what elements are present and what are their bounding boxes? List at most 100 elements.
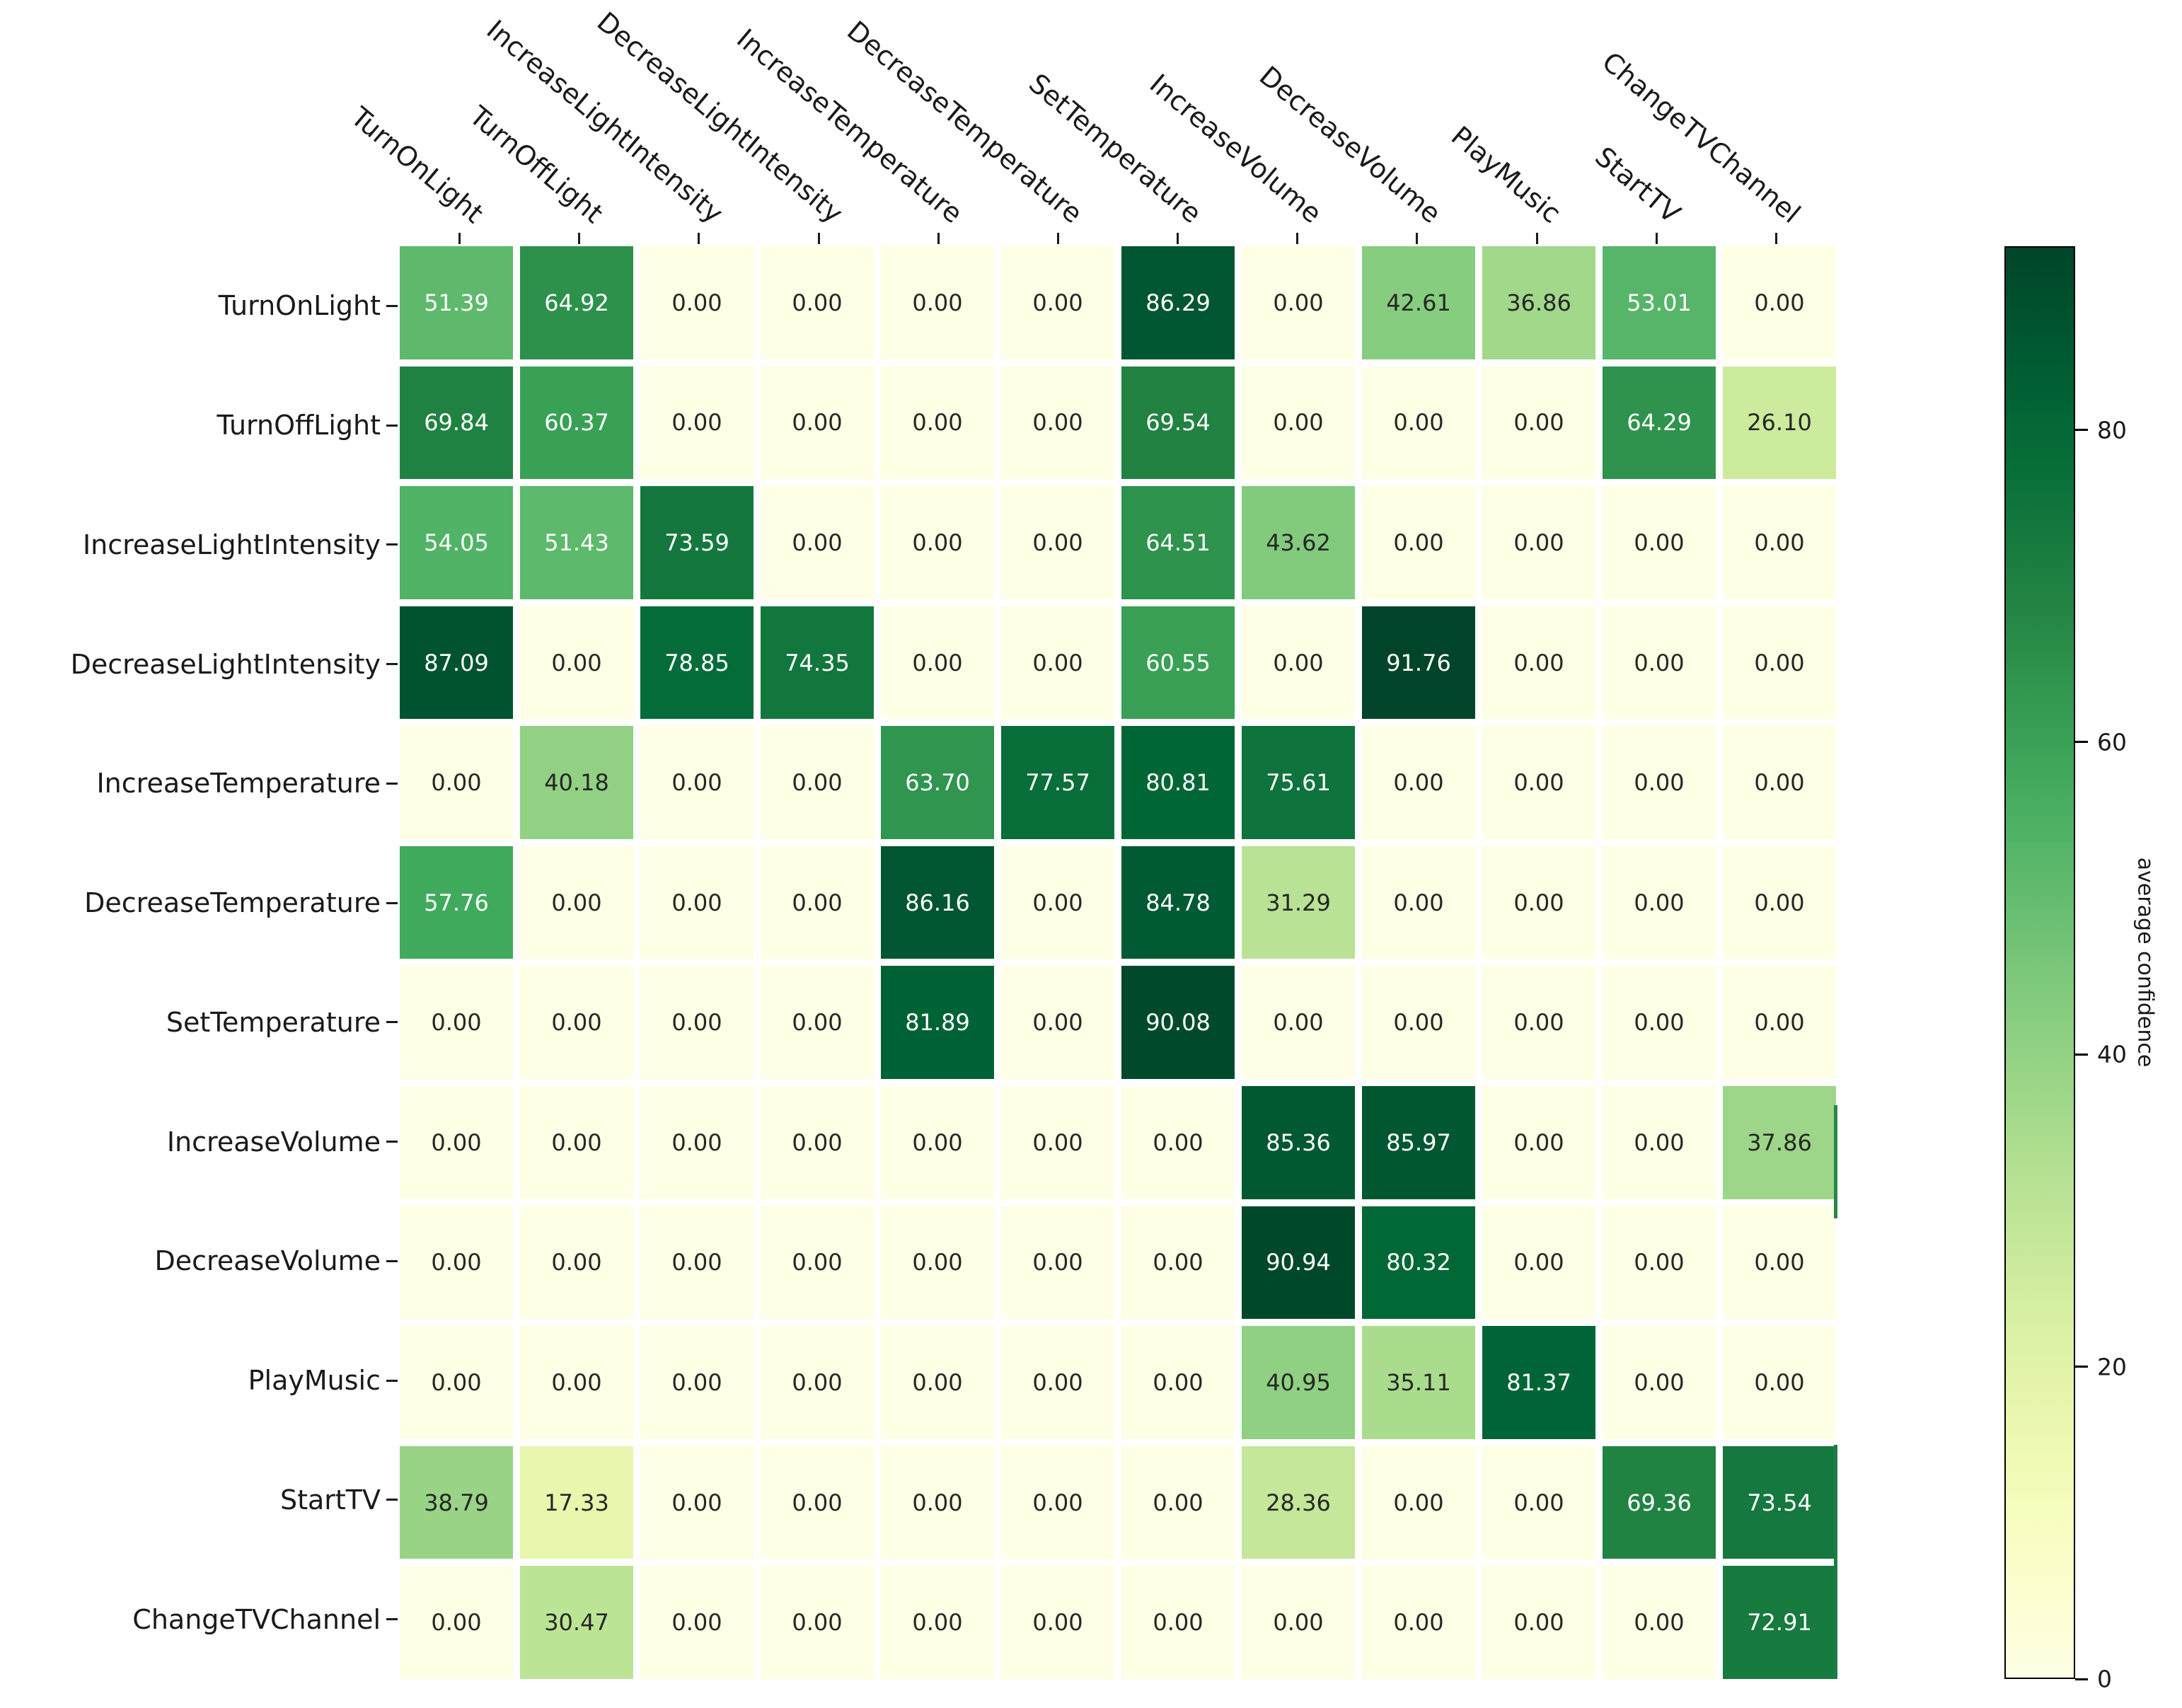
heatmap-cell: 91.76 [1362, 606, 1475, 720]
heatmap-cell: 0.00 [520, 1206, 633, 1320]
heatmap-cell: 0.00 [1242, 1566, 1355, 1679]
heatmap-cell: 81.89 [881, 966, 994, 1080]
colorbar-tick [2075, 1678, 2088, 1680]
y-axis-tick [386, 304, 398, 307]
heatmap-cell: 0.00 [1362, 486, 1475, 599]
heatmap-cell: 36.86 [1482, 246, 1595, 359]
heatmap-cell: 0.00 [881, 1566, 994, 1679]
y-axis-tick [386, 663, 398, 666]
heatmap-cell: 0.00 [1482, 606, 1595, 720]
x-axis-label: StartTV [1589, 140, 1687, 229]
heatmap-cell: 0.00 [761, 1206, 874, 1320]
y-axis-tick [386, 901, 398, 904]
x-axis-tick [1655, 233, 1658, 244]
colorbar-tick-label: 60 [2097, 728, 2127, 756]
y-axis-label: ChangeTVChannel [132, 1603, 381, 1635]
heatmap-cell: 77.57 [1001, 726, 1114, 839]
y-axis-tick [386, 543, 398, 546]
heatmap-cell: 0.00 [1723, 1206, 1836, 1320]
y-axis-label: DecreaseLightIntensity [70, 648, 381, 680]
heatmap-cell: 0.00 [761, 1566, 874, 1679]
y-axis-label: DecreaseTemperature [84, 887, 381, 919]
y-axis-tick [386, 782, 398, 785]
y-axis-label: SetTemperature [166, 1006, 381, 1038]
heatmap-cell: 85.97 [1362, 1086, 1475, 1199]
x-axis-tick [698, 233, 700, 244]
x-axis-tick [937, 233, 940, 244]
heatmap-grid: 51.39 64.92 0.00 0.00 0.00 0.00 86.29 0.00 42.61… [400, 246, 1836, 1679]
colorbar-tick-label: 0 [2097, 1665, 2112, 1693]
heatmap-cell: 0.00 [1603, 1566, 1716, 1679]
heatmap-cell: 0.00 [520, 1086, 633, 1199]
y-axis-tick [386, 1021, 398, 1024]
colorbar-tick [2075, 1053, 2088, 1056]
heatmap-cell: 0.00 [881, 606, 994, 720]
heatmap-cell: 0.00 [1723, 726, 1836, 839]
heatmap-cell: 0.00 [881, 1086, 994, 1199]
y-axis-label: IncreaseLightIntensity [82, 529, 381, 560]
y-axis-tick [386, 1499, 398, 1501]
heatmap-cell: 0.00 [1603, 486, 1716, 599]
heatmap-cell: 37.86 [1723, 1086, 1836, 1199]
heatmap-cell: 0.00 [1242, 606, 1355, 720]
heatmap-cell: 0.00 [1482, 486, 1595, 599]
heatmap-cell: 80.32 [1362, 1206, 1475, 1320]
heatmap-cell: 0.00 [881, 246, 994, 359]
heatmap-cell: 0.00 [1121, 1326, 1235, 1439]
heatmap-cell: 0.00 [1723, 606, 1836, 720]
colorbar-tick [2075, 741, 2088, 744]
heatmap-cell: 0.00 [761, 726, 874, 839]
heatmap-cell: 0.00 [881, 1326, 994, 1439]
heatmap-cell: 85.36 [1242, 1086, 1355, 1199]
heatmap-cell: 90.94 [1242, 1206, 1355, 1320]
y-axis-tick [386, 1259, 398, 1262]
heatmap-cell: 0.00 [1242, 366, 1355, 480]
x-axis-label: IncreaseLightIntensity [480, 13, 729, 229]
heatmap-cell: 0.00 [400, 1206, 513, 1320]
heatmap-cell: 0.00 [1121, 1206, 1235, 1320]
x-axis-label: IncreaseTemperature [730, 23, 969, 229]
heatmap-cell: 78.85 [640, 606, 754, 720]
y-axis-tick [386, 1379, 398, 1382]
heatmap-cell: 0.00 [1482, 846, 1595, 959]
y-axis-tick [386, 424, 398, 427]
heatmap-cell: 0.00 [1482, 366, 1595, 480]
heatmap-cell: 0.00 [1362, 966, 1475, 1080]
heatmap-cell: 35.11 [1362, 1326, 1475, 1439]
y-axis-label: StartTV [279, 1484, 381, 1516]
heatmap-cell: 0.00 [400, 1326, 513, 1439]
heatmap-cell: 73.59 [640, 486, 754, 599]
y-axis-tick [386, 1141, 398, 1143]
heatmap-cell: 0.00 [1603, 846, 1716, 959]
heatmap-cell: 0.00 [1242, 966, 1355, 1080]
heatmap-cell: 90.08 [1121, 966, 1235, 1080]
heatmap-cell: 40.95 [1242, 1326, 1355, 1439]
y-axis-label: PlayMusic [248, 1365, 381, 1397]
heatmap-cell: 0.00 [400, 1566, 513, 1679]
heatmap-cell: 0.00 [1723, 246, 1836, 359]
heatmap-cell: 0.00 [881, 1206, 994, 1320]
heatmap-cell: 0.00 [520, 966, 633, 1080]
heatmap-cell: 38.79 [400, 1446, 513, 1559]
x-axis-label: ChangeTVChannel [1595, 45, 1806, 229]
heatmap-cell: 80.81 [1121, 726, 1235, 839]
heatmap-cell: 0.00 [1001, 1566, 1114, 1679]
heatmap-cell: 0.00 [1362, 726, 1475, 839]
heatmap-cell: 64.92 [520, 246, 633, 359]
heatmap-cell: 75.61 [1242, 726, 1355, 839]
heatmap-cell: 69.54 [1121, 366, 1235, 480]
heatmap-cell: 31.29 [1242, 846, 1355, 959]
heatmap-cell: 86.29 [1121, 246, 1235, 359]
heatmap-cell: 0.00 [1001, 606, 1114, 720]
heatmap-cell: 42.61 [1362, 246, 1475, 359]
heatmap-cell: 0.00 [640, 966, 754, 1080]
x-axis-tick [1056, 233, 1059, 244]
heatmap-cell: 0.00 [520, 846, 633, 959]
heatmap-cell: 53.01 [1603, 246, 1716, 359]
heatmap-cell: 0.00 [520, 606, 633, 720]
heatmap-cell: 0.00 [1723, 966, 1836, 1080]
colorbar-tick-label: 20 [2097, 1353, 2127, 1381]
heatmap-cell: 86.16 [881, 846, 994, 959]
heatmap-cell: 0.00 [881, 1446, 994, 1559]
heatmap-cell: 0.00 [1001, 366, 1114, 480]
